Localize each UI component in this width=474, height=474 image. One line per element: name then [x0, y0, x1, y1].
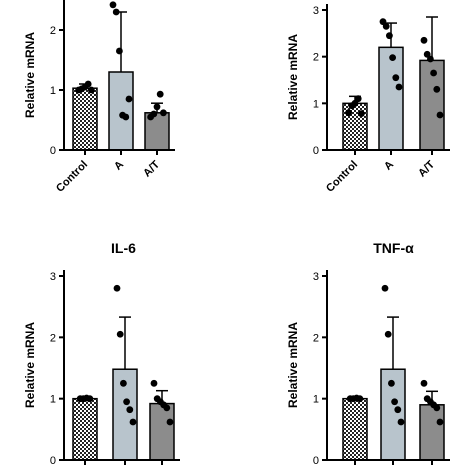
y-tick-label: 3	[50, 271, 56, 283]
bar-at	[419, 59, 445, 151]
data-point	[391, 398, 398, 406]
data-point	[156, 90, 164, 98]
x-tick-label: A/T	[141, 158, 162, 179]
x-tick-label: A	[382, 159, 396, 173]
data-point	[150, 379, 158, 387]
data-point	[392, 74, 400, 82]
data-point	[160, 109, 167, 117]
y-tick-label: 0	[50, 455, 56, 467]
data-point	[354, 95, 362, 103]
data-point	[84, 80, 92, 88]
x-tick-label: A/T	[416, 158, 437, 179]
x-tick-label: A	[112, 159, 126, 173]
y-tick-label: 1	[313, 98, 319, 110]
y-axis-label: Relative mRNA	[23, 322, 37, 408]
y-tick-label: 1	[50, 394, 56, 406]
data-point	[397, 418, 405, 426]
chart-title: TNF-α	[373, 240, 414, 256]
data-point	[433, 85, 441, 93]
data-point	[420, 379, 428, 387]
data-point	[109, 1, 117, 9]
y-tick-label: 0	[50, 145, 56, 157]
bar-a	[378, 46, 404, 151]
data-point	[116, 47, 123, 55]
data-point	[116, 330, 124, 338]
data-point	[126, 406, 134, 414]
data-point	[386, 32, 393, 40]
data-point	[436, 111, 444, 119]
y-tick-label: 2	[313, 332, 319, 344]
data-point	[122, 113, 130, 121]
y-axis-label: Relative mRNA	[286, 34, 300, 120]
data-point	[436, 418, 444, 426]
data-point	[433, 404, 441, 412]
y-axis-label: Relative mRNA	[23, 32, 37, 118]
data-point	[120, 379, 127, 387]
data-point	[382, 22, 390, 30]
data-point	[427, 55, 434, 63]
bar-a	[108, 71, 134, 151]
y-tick-label: 2	[50, 25, 56, 37]
data-point	[123, 398, 130, 406]
data-point	[150, 110, 158, 118]
data-point	[129, 418, 137, 426]
data-point	[113, 284, 121, 292]
data-point	[112, 8, 120, 16]
data-point	[358, 110, 365, 117]
x-tick-label: Control	[54, 159, 90, 195]
data-point	[394, 406, 402, 414]
data-point	[86, 395, 94, 403]
y-axis-label: Relative mRNA	[286, 322, 300, 408]
y-tick-label: 1	[50, 85, 56, 97]
y-tick-label: 0	[313, 455, 319, 467]
data-point	[430, 69, 437, 77]
data-point	[389, 54, 396, 61]
y-tick-label: 2	[50, 332, 56, 344]
bar-control	[72, 87, 98, 151]
chart-panel-4: 0 1 2 3 Relative mRNA TNF-α	[286, 240, 450, 467]
chart-panel-2: 0 1 2 3 Relative mRNA Control A A/T	[286, 4, 450, 195]
data-point	[420, 36, 428, 44]
y-tick-label: 2	[313, 52, 319, 64]
data-point	[381, 284, 389, 292]
chart-panel-1: 0 1 2 Relative mRNA Control A A/T	[23, 0, 175, 195]
bar-at	[149, 402, 175, 461]
chart-title: IL-6	[111, 240, 136, 256]
data-point	[356, 395, 364, 403]
data-point	[153, 103, 161, 111]
bar-control	[72, 397, 98, 461]
data-point	[395, 83, 403, 91]
x-tick-label: Control	[324, 159, 360, 195]
y-tick-label: 0	[313, 145, 319, 157]
data-point	[163, 404, 171, 412]
bar-control	[342, 397, 368, 461]
data-point	[125, 95, 133, 103]
data-point	[88, 86, 95, 94]
bar-at	[419, 404, 445, 461]
y-tick-label: 3	[313, 271, 319, 283]
chart-panel-3: 0 1 2 3 Relative mRNA IL-6	[23, 240, 180, 467]
y-tick-label: 3	[313, 5, 319, 17]
y-tick-label: 1	[313, 394, 319, 406]
data-point	[384, 330, 392, 338]
data-point	[345, 109, 352, 117]
data-point	[388, 379, 395, 387]
data-point	[166, 418, 174, 426]
